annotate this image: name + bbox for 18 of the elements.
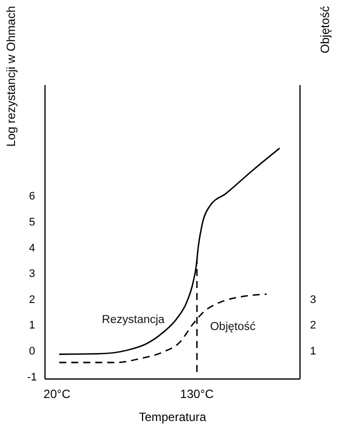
y-tick-label: 4 bbox=[28, 242, 36, 254]
y-tick-label: 2 bbox=[28, 294, 36, 306]
y-tick-label: 5 bbox=[28, 216, 36, 229]
series-label: Objętość bbox=[210, 320, 256, 333]
x-axis-title: Temperatura bbox=[138, 410, 207, 424]
y2-tick-label: 2 bbox=[310, 320, 316, 332]
y2-tick-label: 1 bbox=[310, 345, 316, 358]
series-label: Rezystancja bbox=[102, 314, 166, 326]
x-tick-label: 130°C bbox=[180, 387, 214, 401]
y-axis-title: Log rezystancji w Ohmach bbox=[4, 6, 18, 147]
y-tick-label: 1 bbox=[28, 320, 36, 332]
y2-axis-title: Objętość bbox=[318, 6, 332, 54]
x-tick-label: 20°C bbox=[44, 387, 71, 401]
y-tick-label: 6 bbox=[28, 190, 36, 203]
y2-tick-label: 3 bbox=[310, 294, 316, 306]
y-tick-label: 0 bbox=[28, 345, 36, 358]
y-tick-label: -1 bbox=[27, 371, 37, 384]
y-tick-label: 3 bbox=[28, 268, 36, 280]
